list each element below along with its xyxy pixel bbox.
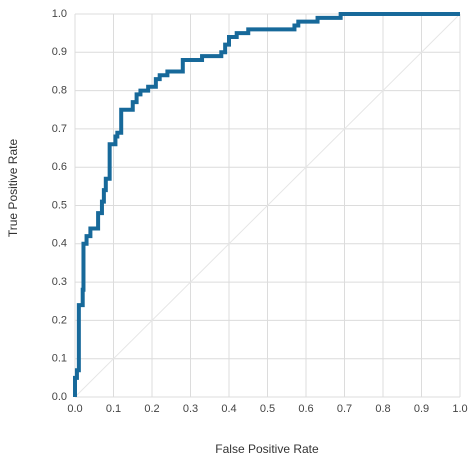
- y-tick-label: 0.1: [52, 353, 67, 365]
- x-tick-label: 0.9: [414, 403, 429, 415]
- x-tick-label: 0.5: [260, 403, 275, 415]
- y-tick-label: 0.3: [52, 276, 67, 288]
- x-tick-label: 0.6: [298, 403, 313, 415]
- x-tick-label: 1.0: [452, 403, 467, 415]
- y-tick-label: 0.5: [52, 199, 67, 211]
- roc-curve: [73, 12, 460, 397]
- x-tick-label: 0.7: [337, 403, 352, 415]
- y-tick-label: 0.2: [52, 314, 67, 326]
- y-tick-label: 0.8: [52, 85, 67, 97]
- y-tick-label: 0.0: [52, 391, 67, 403]
- y-tick-label: 1.0: [52, 8, 67, 20]
- y-tick-label: 0.4: [52, 238, 67, 250]
- x-axis-title: False Positive Rate: [215, 442, 319, 456]
- x-tick-label: 0.4: [221, 403, 236, 415]
- x-tick-label: 0.3: [183, 403, 198, 415]
- y-tick-label: 0.7: [52, 123, 67, 135]
- x-tick-label: 0.0: [67, 403, 82, 415]
- y-axis-title: True Positive Rate: [6, 139, 20, 238]
- x-tick-label: 0.1: [106, 403, 121, 415]
- chance-line: [74, 13, 461, 398]
- x-tick-label: 0.2: [144, 403, 159, 415]
- y-tick-label: 0.6: [52, 161, 67, 173]
- y-tick-label: 0.9: [52, 46, 67, 58]
- x-tick-label: 0.8: [375, 403, 390, 415]
